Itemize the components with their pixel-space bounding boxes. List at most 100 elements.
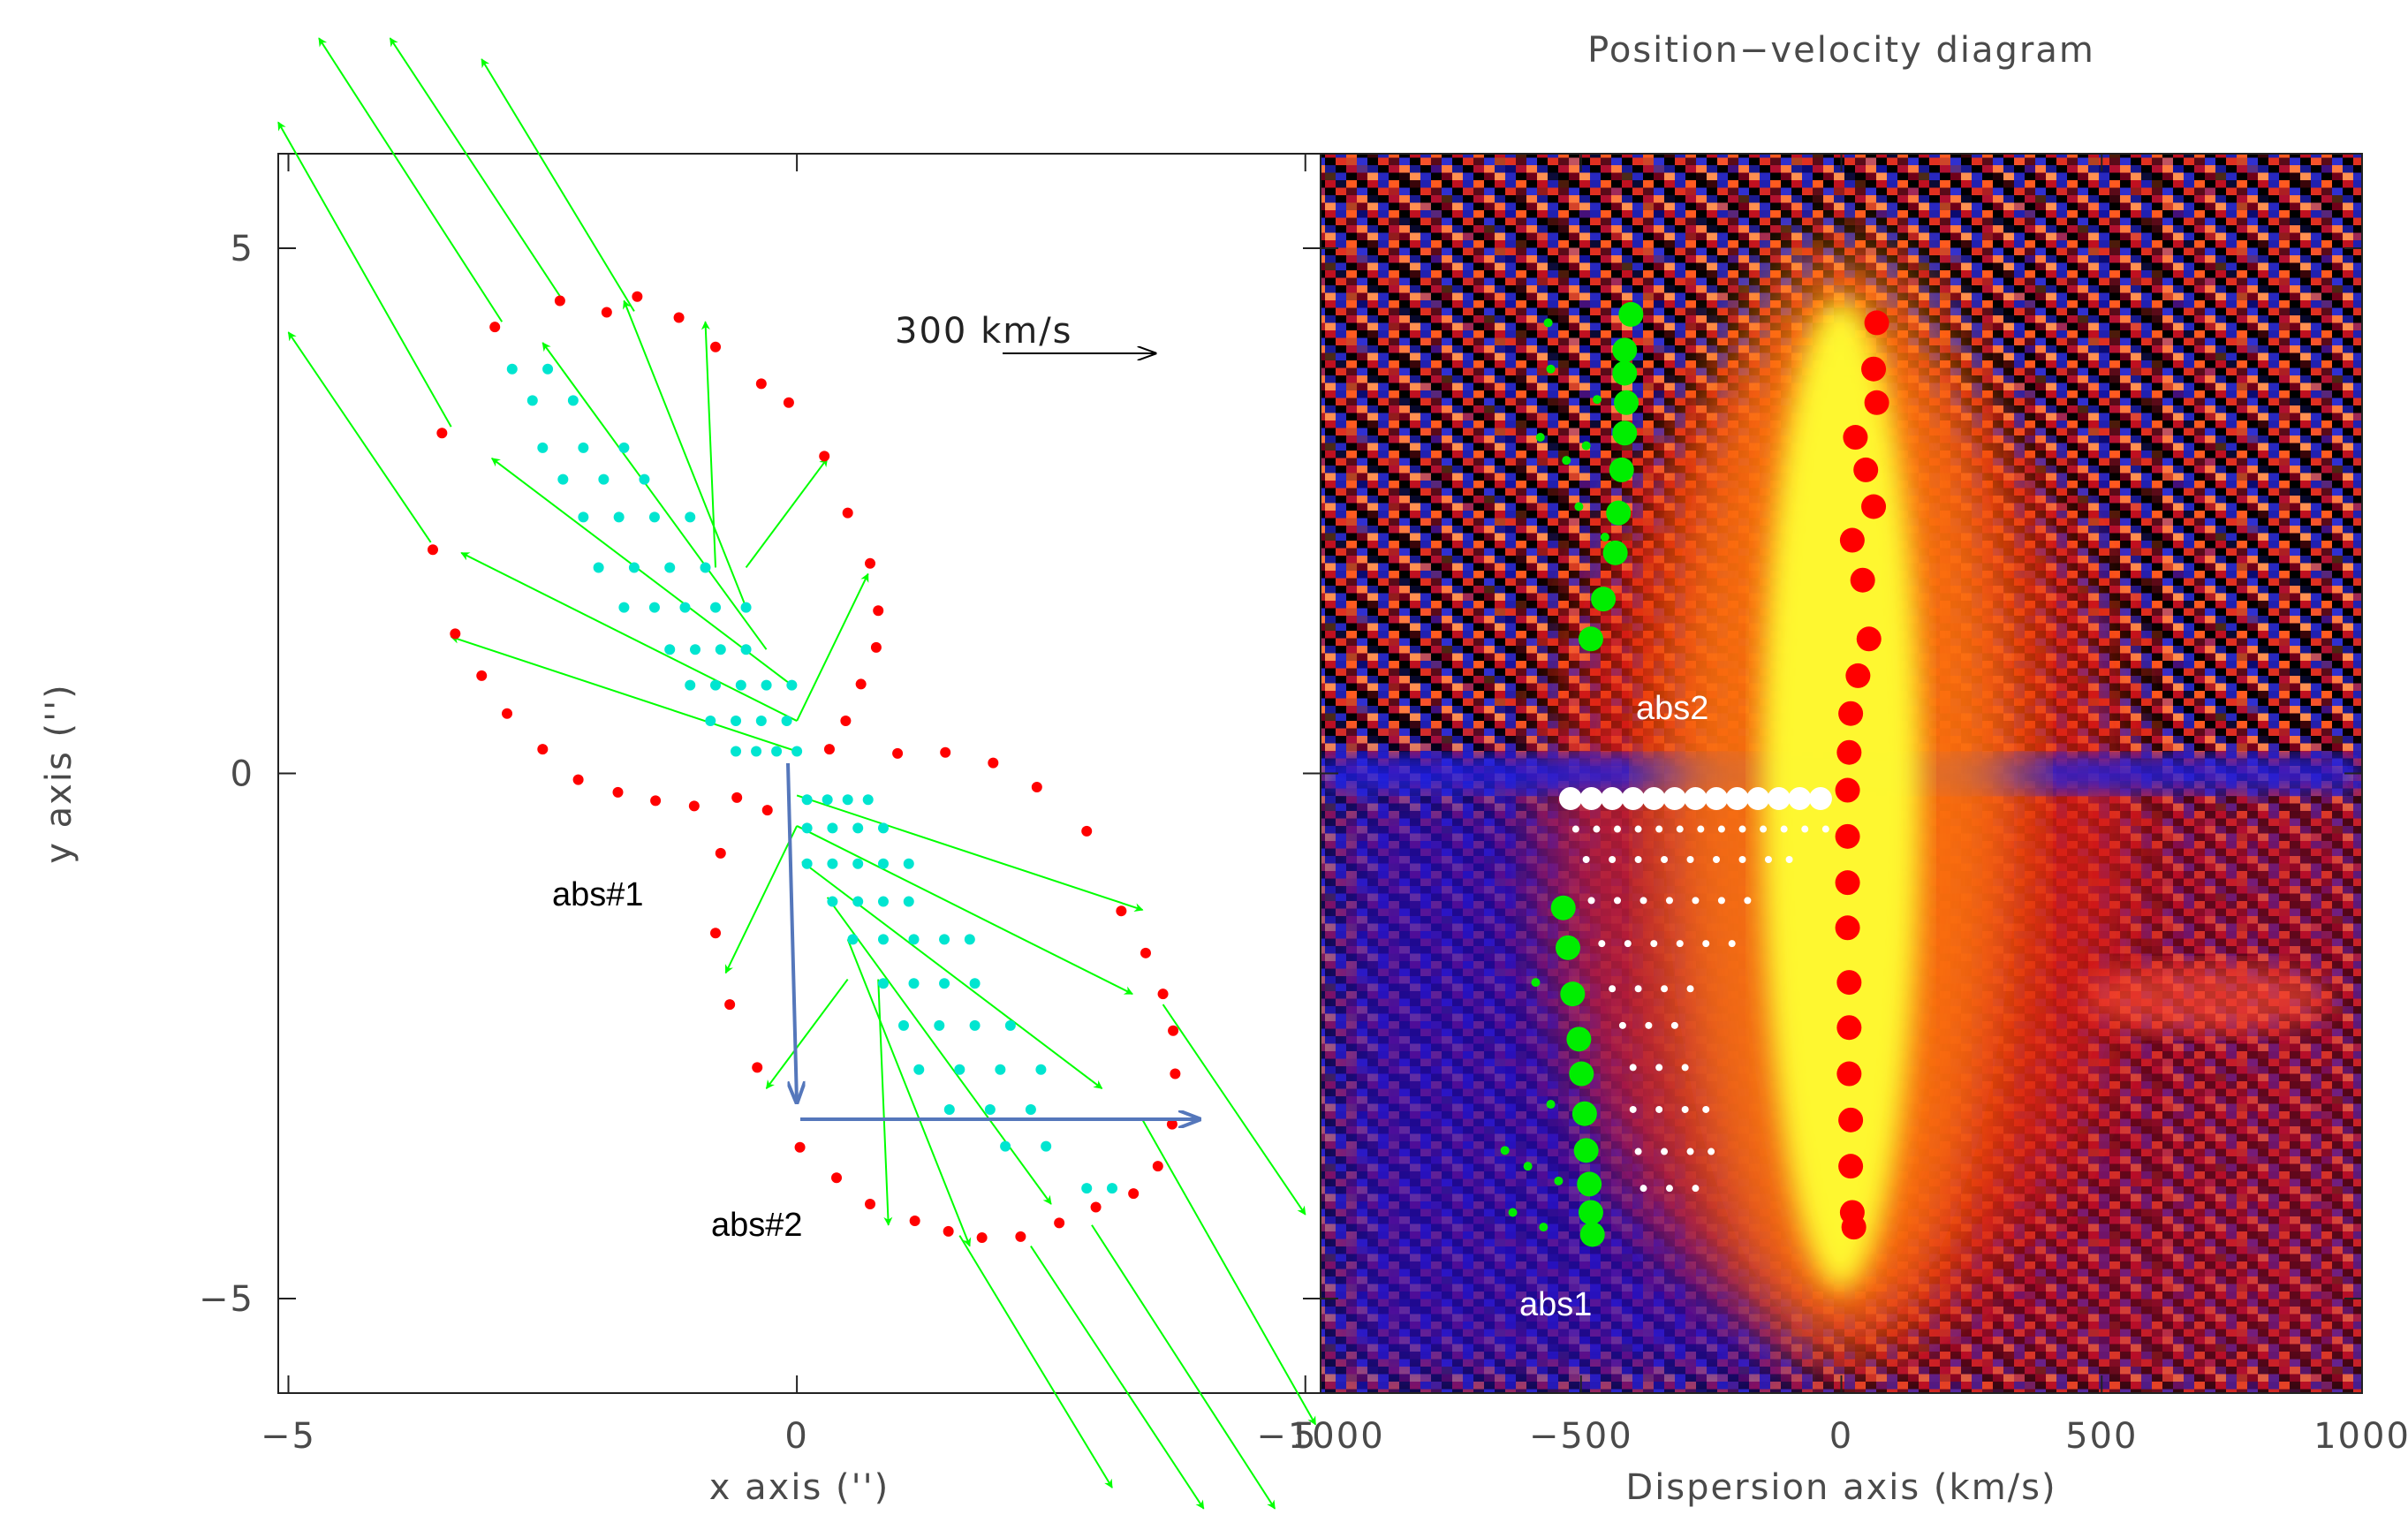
data-point [1140, 948, 1151, 958]
data-point [639, 474, 649, 485]
data-point [1609, 458, 1634, 482]
data-point [674, 312, 685, 322]
x-tick-label: −500 [1529, 1416, 1633, 1457]
data-point [1614, 897, 1621, 904]
data-point [568, 395, 579, 405]
data-point [819, 451, 829, 461]
data-point [1718, 826, 1725, 833]
data-point [802, 794, 813, 805]
data-point [1661, 1148, 1668, 1155]
data-point [995, 1064, 1005, 1075]
data-point [1865, 310, 1889, 335]
data-point [1692, 1185, 1699, 1192]
data-point [1128, 1188, 1139, 1199]
data-point [1168, 1026, 1178, 1036]
data-point [878, 822, 889, 833]
data-point [1601, 787, 1624, 810]
data-point [1614, 390, 1639, 415]
data-point [1054, 1217, 1064, 1228]
data-point [1781, 826, 1788, 833]
data-point [1579, 1200, 1603, 1224]
data-point [1531, 978, 1540, 987]
data-point [954, 1064, 965, 1075]
data-point [1091, 1202, 1102, 1213]
data-point [1000, 1141, 1011, 1152]
data-point [909, 978, 920, 989]
data-point [1580, 787, 1603, 810]
data-point [1635, 826, 1642, 833]
data-point [1838, 1154, 1863, 1178]
data-point [934, 1020, 944, 1031]
data-point [1635, 985, 1642, 992]
velocity-vector [1031, 1246, 1204, 1509]
data-point [1639, 897, 1647, 904]
data-point [1593, 826, 1600, 833]
data-point [573, 775, 584, 785]
data-point [863, 794, 874, 805]
data-point [827, 859, 837, 869]
data-point [1822, 826, 1829, 833]
data-point [1836, 740, 1861, 765]
data-point [731, 746, 741, 757]
velocity-vector [278, 122, 451, 427]
data-point [1738, 856, 1745, 863]
data-point [795, 1142, 806, 1153]
data-point [1663, 787, 1686, 810]
data-point [791, 746, 802, 757]
data-point [731, 792, 742, 803]
data-point [1609, 856, 1616, 863]
data-point [1768, 787, 1791, 810]
data-point [649, 511, 660, 522]
velocity-vector [746, 458, 828, 568]
velocity-vector [802, 861, 1102, 1088]
data-point [1015, 1231, 1026, 1242]
data-point [1677, 826, 1684, 833]
data-point [1551, 896, 1576, 920]
data-point [1583, 856, 1590, 863]
data-point [856, 678, 867, 689]
data-point [985, 1104, 996, 1115]
data-point [1574, 1138, 1599, 1163]
y-tick-label: 0 [231, 754, 254, 795]
data-point [1708, 1148, 1715, 1155]
data-point [827, 822, 837, 833]
data-point [578, 511, 588, 522]
data-point [784, 398, 794, 408]
data-point [741, 644, 752, 655]
data-point [909, 934, 920, 944]
data-point [756, 378, 767, 389]
data-point [1606, 501, 1631, 526]
data-point [1574, 502, 1583, 511]
data-point [752, 1062, 762, 1072]
data-point [664, 644, 675, 655]
velocity-vector [848, 939, 970, 1246]
data-point [710, 680, 721, 691]
data-point [1682, 1106, 1689, 1113]
data-point [939, 934, 950, 944]
data-point [1836, 870, 1860, 895]
scale-label: 300 km/s [895, 311, 1073, 352]
data-point [1635, 856, 1642, 863]
data-point [1661, 985, 1668, 992]
data-point [1718, 897, 1725, 904]
data-point [873, 605, 883, 616]
data-point [1612, 337, 1637, 362]
data-point [1544, 318, 1553, 327]
data-point [685, 511, 695, 522]
data-point [1684, 787, 1707, 810]
data-point [649, 602, 660, 613]
data-point [943, 1226, 954, 1237]
velocity-vector [481, 59, 634, 311]
data-point [1655, 1064, 1662, 1071]
data-point [1744, 897, 1751, 904]
data-point [1554, 1177, 1563, 1185]
data-point [1593, 395, 1602, 404]
data-point [1618, 302, 1643, 327]
x-tick-label: 0 [784, 1416, 808, 1457]
data-point [762, 805, 773, 815]
data-point [878, 897, 889, 907]
data-point [1682, 1064, 1689, 1071]
x-tick-label: 0 [1829, 1416, 1853, 1457]
data-point [1635, 1148, 1642, 1155]
data-point [843, 508, 853, 519]
